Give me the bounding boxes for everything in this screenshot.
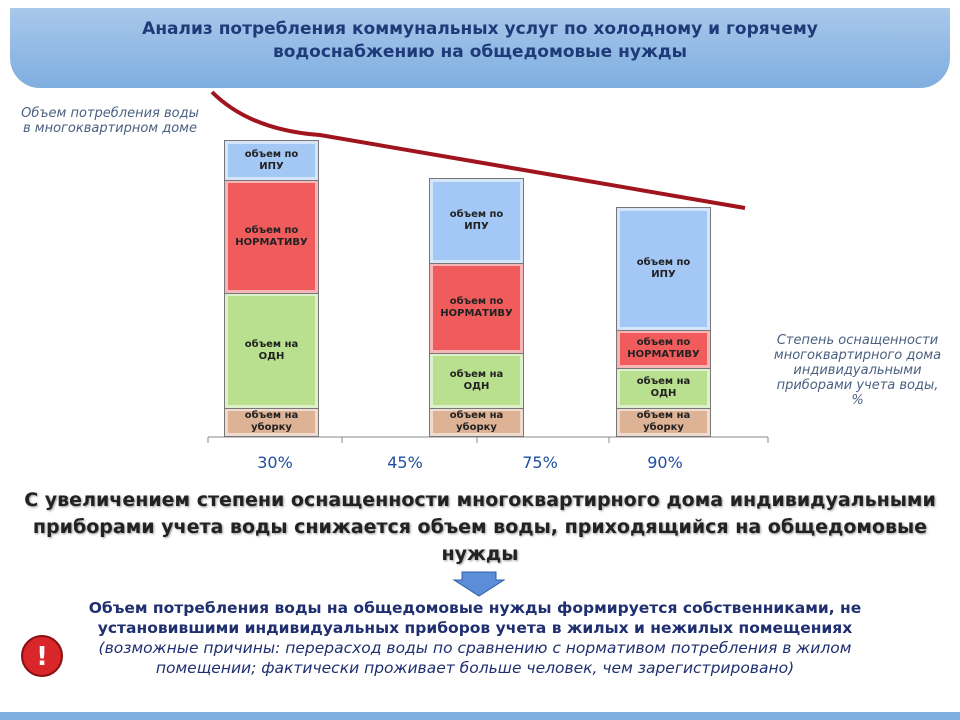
bar-segment: объем по ИПУ xyxy=(617,208,710,330)
headline: С увеличением степени оснащенности много… xyxy=(24,489,936,565)
header-banner xyxy=(10,8,950,88)
bar-segment: объем на уборку xyxy=(617,408,710,436)
bar-segment: объем по ИПУ xyxy=(430,179,523,263)
bar-segment: объем на ОДН xyxy=(225,293,318,408)
bar-segment: объем на ОДН xyxy=(430,353,523,408)
y-label: Объем потребления воды в многоквартирном… xyxy=(21,106,199,136)
bar-segment: объем на уборку xyxy=(225,408,318,436)
axis-ticks xyxy=(207,437,769,443)
trend-curve xyxy=(210,90,746,210)
warning-icon xyxy=(21,635,63,677)
bottom-bar xyxy=(0,712,960,720)
note-bold: Объем потребления воды на общедомовые ну… xyxy=(88,599,862,637)
bar-segment: объем на ОДН xyxy=(617,368,710,408)
x-label: Степень оснащенности многоквартирного до… xyxy=(773,333,942,408)
down-arrow xyxy=(452,571,506,597)
bar-segment: объем по НОРМАТИВУ xyxy=(430,263,523,353)
title: Анализ потребления коммунальных услуг по… xyxy=(142,19,818,62)
warning-mark: ! xyxy=(36,642,48,672)
x-tick-label: 30% xyxy=(257,453,293,472)
x-tick-label: 45% xyxy=(387,453,423,472)
note-italic: (возможные причины: перерасход воды по с… xyxy=(98,639,852,677)
x-tick-label: 90% xyxy=(647,453,683,472)
note: Объем потребления воды на общедомовые ну… xyxy=(60,598,890,678)
bar-segment: объем по НОРМАТИВУ xyxy=(617,330,710,368)
bar-segment: объем по НОРМАТИВУ xyxy=(225,180,318,293)
bar-segment: объем на уборку xyxy=(430,408,523,436)
x-tick-label: 75% xyxy=(522,453,558,472)
bar-segment: объем по ИПУ xyxy=(225,141,318,180)
